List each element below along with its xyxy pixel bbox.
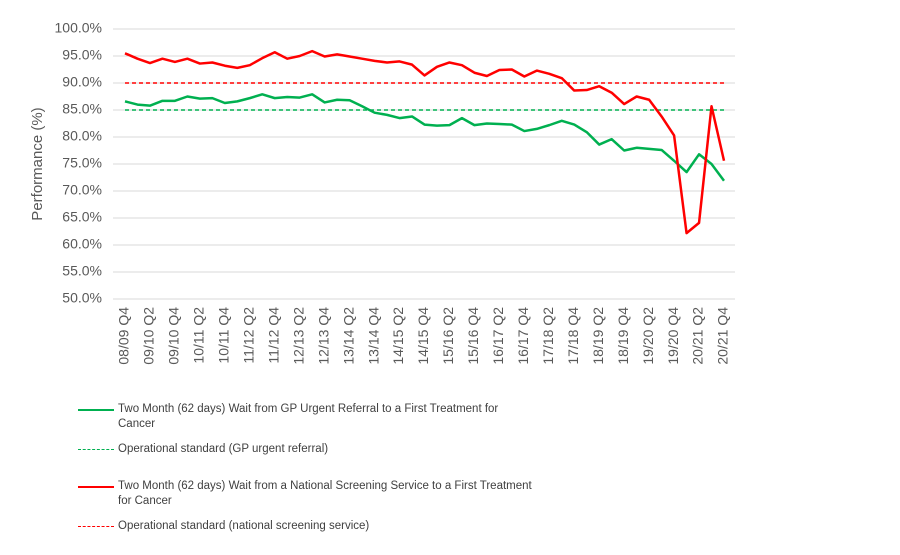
y-tick-label: 95.0% <box>62 47 102 63</box>
x-tick-label: 15/16 Q4 <box>465 307 481 365</box>
x-tick-label: 11/12 Q4 <box>265 307 281 364</box>
x-tick-label: 09/10 Q2 <box>141 307 157 365</box>
x-tick-label: 14/15 Q4 <box>415 307 431 365</box>
series-line <box>124 49 726 235</box>
x-tick-label: 20/21 Q4 <box>715 307 731 365</box>
x-tick-label: 12/13 Q2 <box>290 307 306 365</box>
legend-swatch <box>78 449 114 450</box>
legend-label: Two Month (62 days) Wait from GP Urgent … <box>118 403 499 430</box>
x-tick-label: 14/15 Q2 <box>390 307 406 365</box>
y-tick-label: 65.0% <box>62 209 102 225</box>
legend-label: Operational standard (national screening… <box>118 520 370 532</box>
legend-item: Two Month (62 days) Wait from a National… <box>78 479 548 509</box>
y-axis-title: Performance (%) <box>29 107 46 220</box>
y-tick-label: 85.0% <box>62 101 102 117</box>
x-tick-label: 17/18 Q2 <box>540 307 556 365</box>
legend-swatch <box>78 526 114 527</box>
legend-item: Two Month (62 days) Wait from GP Urgent … <box>78 402 548 432</box>
y-tick-label: 70.0% <box>62 182 102 198</box>
x-tick-label: 20/21 Q2 <box>690 307 706 365</box>
series-line <box>124 93 726 182</box>
x-tick-label: 18/19 Q4 <box>615 307 631 365</box>
x-tick-label: 12/13 Q4 <box>315 307 331 365</box>
x-tick-label: 15/16 Q2 <box>440 307 456 365</box>
x-tick-label: 16/17 Q4 <box>515 307 531 365</box>
x-tick-label: 18/19 Q2 <box>590 307 606 365</box>
legend-swatch <box>78 486 114 488</box>
legend: Two Month (62 days) Wait from GP Urgent … <box>78 402 548 544</box>
x-tick-label: 09/10 Q4 <box>166 307 182 365</box>
x-tick-label: 08/09 Q4 <box>116 307 132 365</box>
y-tick-label: 55.0% <box>62 263 102 279</box>
legend-label: Two Month (62 days) Wait from a National… <box>118 480 532 507</box>
legend-swatch <box>78 409 114 411</box>
legend-item: Operational standard (national screening… <box>78 519 548 534</box>
y-tick-label: 100.0% <box>55 20 102 36</box>
x-tick-label: 13/14 Q2 <box>340 307 356 365</box>
x-tick-label: 17/18 Q4 <box>565 307 581 365</box>
y-tick-label: 60.0% <box>62 236 102 252</box>
legend-label: Operational standard (GP urgent referral… <box>118 443 329 455</box>
x-tick-label: 19/20 Q4 <box>665 307 681 365</box>
y-tick-label: 90.0% <box>62 74 102 90</box>
x-tick-label: 10/11 Q4 <box>216 307 232 364</box>
x-tick-label: 11/12 Q2 <box>240 307 256 364</box>
x-tick-label: 16/17 Q2 <box>490 307 506 365</box>
legend-item: Operational standard (GP urgent referral… <box>78 442 548 457</box>
x-tick-label: 19/20 Q2 <box>640 307 656 365</box>
x-tick-label: 13/14 Q4 <box>365 307 381 365</box>
y-tick-label: 50.0% <box>62 290 102 306</box>
y-tick-label: 75.0% <box>62 155 102 171</box>
x-tick-label: 10/11 Q2 <box>191 307 207 364</box>
y-tick-label: 80.0% <box>62 128 102 144</box>
